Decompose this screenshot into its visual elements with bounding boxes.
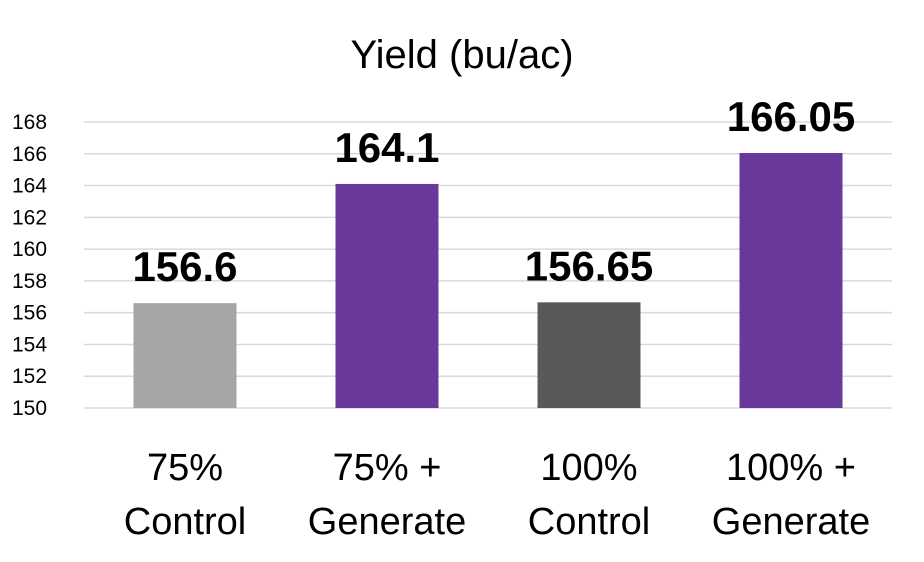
x-category-label: 100% + [726,447,856,489]
bar [739,152,843,408]
x-category-label: 75% + [333,447,442,489]
y-tick-label: 152 [12,365,47,388]
x-category-label: 100% [540,447,637,489]
data-label: 166.05 [727,93,855,140]
y-axis-tick-labels: 150 152 154 156 158 160 162 164 166 168 [12,111,47,420]
bar [537,302,641,408]
y-tick-label: 164 [12,175,47,198]
bar [335,183,439,408]
data-label: 164.1 [334,124,439,171]
y-tick-label: 162 [12,206,47,229]
x-axis-category-labels: 75% Control 75% + Generate 100% Control 100% +… [124,447,870,543]
x-category-label: 75% [147,447,223,489]
chart-title: Yield (bu/ac) [350,33,573,77]
x-category-label: Control [528,501,651,543]
y-tick-label: 154 [12,333,47,356]
y-tick-label: 150 [12,397,47,420]
bars [133,152,843,408]
x-category-label: Generate [308,501,466,543]
y-tick-label: 168 [12,111,47,134]
x-category-label: Control [124,501,247,543]
y-tick-label: 166 [12,143,47,166]
y-tick-label: 156 [12,302,47,325]
bar [133,303,237,408]
y-tick-label: 160 [12,238,47,261]
x-category-label: Generate [712,501,870,543]
data-label: 156.65 [525,242,653,289]
data-label: 156.6 [132,243,237,290]
y-tick-label: 158 [12,270,47,293]
data-labels: 156.6 164.1 156.65 166.05 [132,93,855,290]
